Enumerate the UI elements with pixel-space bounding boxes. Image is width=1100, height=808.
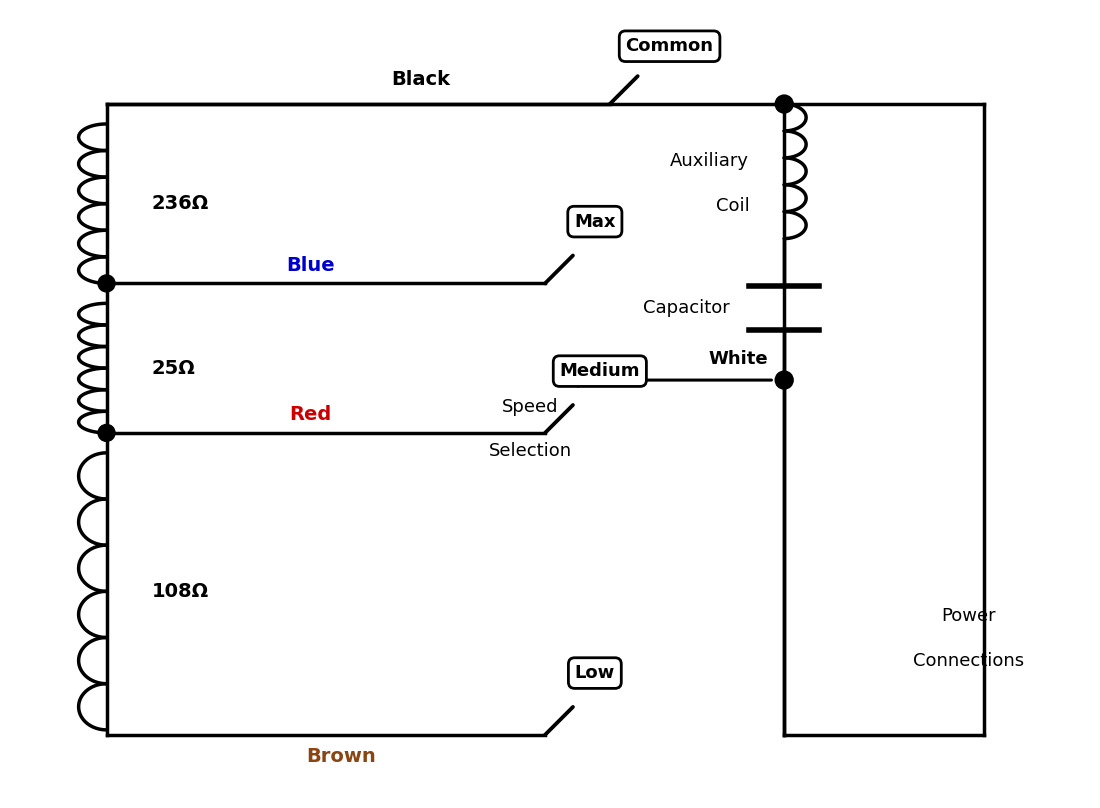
Text: 25Ω: 25Ω <box>152 359 195 377</box>
Text: Red: Red <box>289 406 332 424</box>
Circle shape <box>776 95 793 113</box>
Text: Brown: Brown <box>306 747 375 766</box>
Circle shape <box>776 371 793 389</box>
Text: Coil: Coil <box>716 197 749 215</box>
Circle shape <box>98 275 116 292</box>
Text: Blue: Blue <box>286 256 336 275</box>
Text: Selection: Selection <box>488 442 572 460</box>
Text: Max: Max <box>574 213 616 230</box>
Circle shape <box>98 424 116 441</box>
Text: Speed: Speed <box>502 398 559 416</box>
Text: Auxiliary: Auxiliary <box>670 153 749 170</box>
Text: Black: Black <box>390 70 450 89</box>
Text: Power: Power <box>942 608 996 625</box>
Text: 108Ω: 108Ω <box>152 582 209 601</box>
Text: Low: Low <box>574 664 615 682</box>
Text: Common: Common <box>626 37 714 55</box>
Text: 236Ω: 236Ω <box>152 194 209 213</box>
Text: Capacitor: Capacitor <box>642 299 729 318</box>
Text: White: White <box>708 350 768 368</box>
Text: Connections: Connections <box>913 652 1024 670</box>
Text: Medium: Medium <box>560 362 640 380</box>
